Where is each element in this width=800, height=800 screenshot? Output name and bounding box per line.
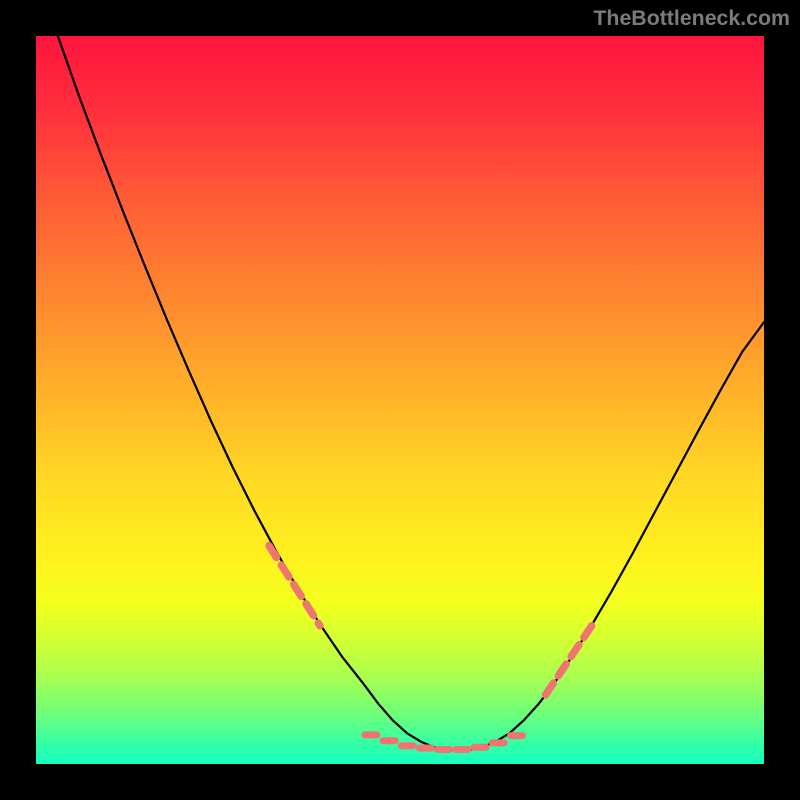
bottleneck-curve-chart [0,0,800,800]
chart-container: TheBottleneck.com [0,0,800,800]
gradient-background [36,36,764,764]
plot-area [36,36,764,764]
